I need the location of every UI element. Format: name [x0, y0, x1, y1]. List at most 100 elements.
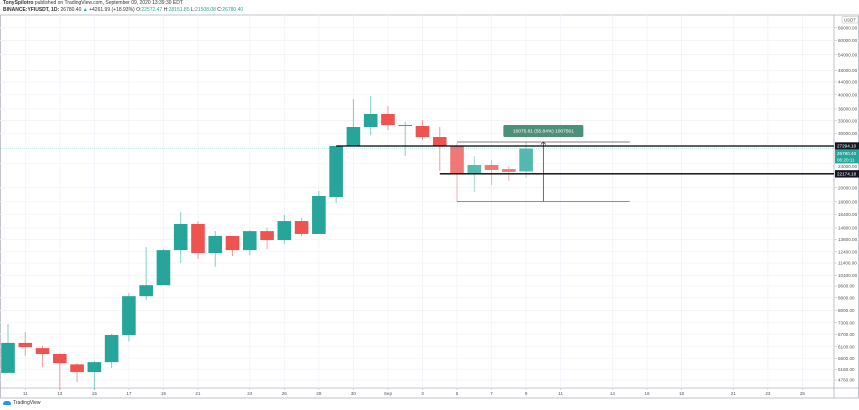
candle [104, 333, 119, 369]
price-tick-label: 14800.00 [838, 226, 858, 231]
candle [139, 247, 153, 301]
price-tick-label: 33000.00 [838, 118, 858, 123]
price-tick-label: 7300.00 [838, 320, 855, 325]
candle-body [191, 224, 205, 254]
low-value: 21508.08 [195, 6, 216, 13]
last-price-label: 26780.40 [837, 151, 857, 156]
candle-body [467, 164, 482, 175]
price-tick-label: 13600.00 [838, 237, 858, 242]
candle [312, 190, 326, 234]
low-label: L: [190, 6, 196, 13]
price-tick-label: 60000.00 [838, 38, 858, 43]
last-price: 26780.40 [60, 6, 82, 13]
candle [225, 235, 240, 257]
level-price-badge [835, 170, 859, 178]
time-tick-label: 16 [644, 391, 650, 396]
close-label: C: [217, 6, 223, 13]
price-tick-label: 44000.00 [838, 80, 858, 85]
candle [1, 324, 15, 373]
candle [398, 121, 413, 157]
price-tick-label: 20000.00 [838, 185, 858, 190]
price-tick-label: 36000.00 [838, 107, 858, 112]
candlestick-chart[interactable]: 66000.00 60000.00 54000.00 48000.00 44000.00… [0, 0, 859, 400]
currency-badge [841, 16, 859, 24]
candle [53, 353, 67, 390]
candle [87, 360, 102, 390]
candle-body [156, 250, 171, 286]
price-tick-label: 11400.00 [838, 261, 857, 266]
candle-body [381, 113, 395, 125]
price-tick-label: 8000.00 [838, 308, 855, 313]
price-tick-label: 5600.00 [838, 356, 855, 361]
brand: TradingView [13, 400, 41, 406]
time-tick-label: Sep [384, 391, 393, 396]
price-tick-label: 18000.00 [838, 199, 858, 204]
time-tick-label: 11 [23, 391, 28, 396]
candle-body [415, 125, 430, 138]
candle-body [208, 235, 223, 254]
price-tick-label: 48000.00 [838, 68, 858, 73]
currency-label: USDT [844, 18, 856, 23]
time-tick-label: 21 [731, 391, 737, 396]
price-tick-label: 6100.00 [838, 344, 855, 349]
symbol-legend: BINANCE:YFIUSDT, 1D: 26780.40 ▲ +4261.99… [3, 6, 244, 14]
candle [173, 211, 188, 263]
publish-info: TonySpilotro published on TradingView.co… [3, 0, 183, 7]
price-tick-label: 30000.00 [838, 131, 858, 136]
candle [260, 228, 274, 250]
candle [294, 217, 309, 236]
candle [415, 119, 430, 141]
time-tick-label: 14 [610, 391, 616, 396]
candle-body [104, 335, 119, 363]
price-tick-label: 10400.00 [838, 273, 858, 278]
high-value: 28151.85 [168, 6, 190, 13]
candle-body [363, 113, 378, 128]
last-price-badge [835, 150, 859, 164]
measure-label: 10075.61 (55.84%) 1007561 [513, 129, 574, 135]
time-tick-label: 11 [558, 391, 563, 396]
price-tick-label: 66000.00 [838, 25, 858, 30]
price-tick-label: 8800.00 [838, 295, 855, 300]
candle-body [18, 342, 33, 348]
candle [432, 127, 447, 171]
candle-body [225, 235, 240, 251]
open-value: 22572.47 [141, 6, 163, 13]
bar-countdown: 06:20:11 [837, 157, 855, 162]
candle-body [173, 224, 188, 251]
candle [381, 105, 395, 130]
arrow-up-icon [540, 141, 547, 145]
candle-body [450, 146, 464, 175]
candle-body [329, 146, 343, 198]
time-tick-label: 15 [92, 391, 98, 396]
time-tick-label: 23 [765, 391, 771, 396]
time-tick-label: 13 [57, 391, 63, 396]
candle [156, 249, 171, 286]
high-label: H: [163, 6, 169, 13]
candle [484, 159, 499, 185]
change: +4261.99 (+18.93%) [89, 6, 135, 13]
open-label: O: [136, 6, 142, 13]
candle-body [260, 231, 274, 241]
candle [363, 96, 378, 135]
close-value: 26780.40 [222, 6, 244, 13]
time-tick-label: 9 [525, 391, 528, 396]
level-price-label: 27294.10 [837, 144, 857, 149]
level-price-label: 22174.18 [837, 172, 857, 177]
candle [519, 141, 533, 178]
candle [191, 221, 205, 260]
measure-label-box [503, 125, 584, 138]
candle [242, 230, 257, 256]
candle [450, 143, 464, 203]
candle-body [277, 221, 292, 241]
candle-body [122, 296, 136, 336]
candle [208, 231, 223, 267]
time-tick-label: 24 [247, 391, 253, 396]
time-tick-label: 26 [282, 391, 288, 396]
price-tick-label: 24000.00 [838, 164, 858, 169]
publish-text: published on TradingView.com, September … [34, 0, 183, 6]
tradingview-cloud-icon [3, 401, 11, 405]
candle-body [139, 285, 153, 297]
price-tick-label: 4760.00 [838, 378, 855, 383]
price-tick-label: 16400.00 [838, 212, 858, 217]
time-tick-label: 3 [421, 391, 424, 396]
